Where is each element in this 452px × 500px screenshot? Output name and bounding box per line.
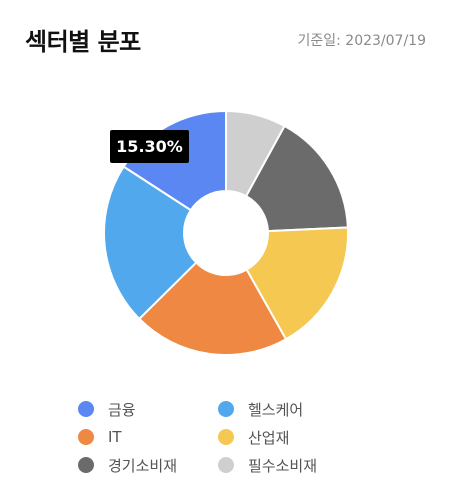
legend-item[interactable]: 필수소비재 xyxy=(218,454,358,476)
legend-item[interactable]: 산업재 xyxy=(218,426,358,448)
tooltip: 15.30% xyxy=(110,130,189,163)
legend-swatch xyxy=(218,401,234,417)
legend-label: 경기소비재 xyxy=(108,456,178,475)
legend-swatch xyxy=(218,457,234,473)
legend-item[interactable]: 헬스케어 xyxy=(218,398,358,420)
legend-swatch xyxy=(218,429,234,445)
chart-title: 섹터별 분포 xyxy=(25,28,141,56)
legend-item[interactable]: 금융 xyxy=(78,398,218,420)
legend-label: 헬스케어 xyxy=(248,400,304,419)
slice-IT[interactable] xyxy=(137,261,288,356)
legend-item[interactable]: 경기소비재 xyxy=(78,454,218,476)
legend-label: 금융 xyxy=(108,400,136,419)
legend-swatch xyxy=(78,429,94,445)
slice-헬스케어[interactable] xyxy=(103,165,198,321)
legend-label: IT xyxy=(108,428,122,446)
legend-swatch xyxy=(78,457,94,473)
tooltip-value: 15.30% xyxy=(116,137,183,156)
chart-header: 섹터별 분포 기준일: 2023/07/19 xyxy=(0,0,452,70)
as-of-date: 기준일: 2023/07/19 xyxy=(297,33,427,49)
legend-item[interactable]: IT xyxy=(78,426,218,448)
slice-산업재[interactable] xyxy=(245,226,349,341)
tooltip-box xyxy=(110,130,189,163)
donut-chart: 15.30% xyxy=(103,109,349,356)
slice-경기소비재[interactable] xyxy=(244,124,349,233)
legend-swatch xyxy=(78,401,94,417)
legend-label: 산업재 xyxy=(248,428,290,447)
legend-label: 필수소비재 xyxy=(248,456,318,475)
